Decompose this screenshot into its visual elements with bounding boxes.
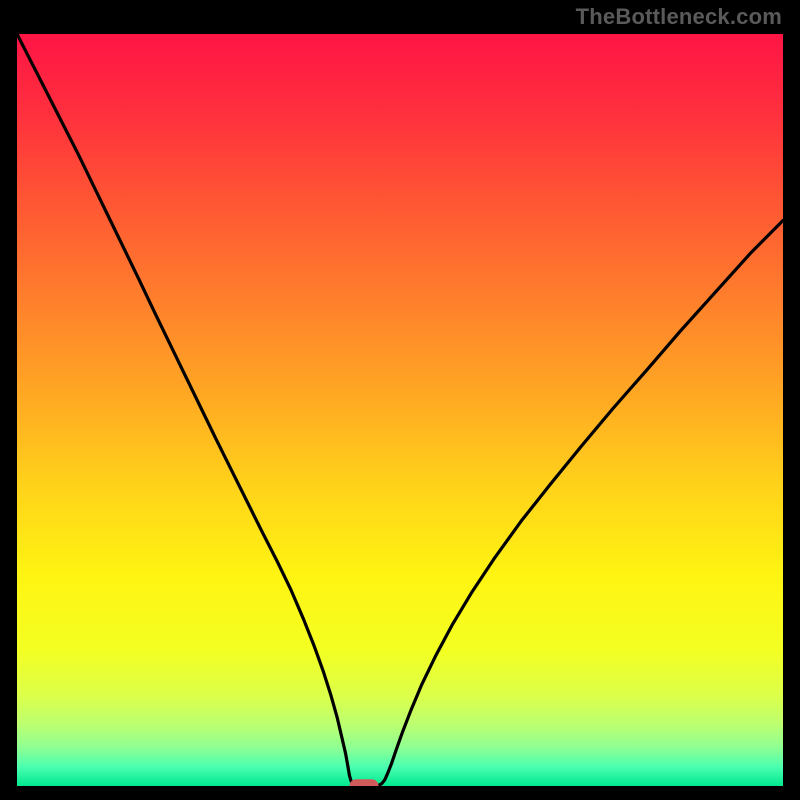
chart-container: TheBottleneck.com [0, 0, 800, 800]
optimal-marker [349, 779, 378, 786]
plot-area [17, 34, 783, 786]
plot-svg [17, 34, 783, 786]
plot-frame [13, 30, 787, 790]
watermark-text: TheBottleneck.com [576, 4, 782, 30]
gradient-background [17, 34, 783, 786]
